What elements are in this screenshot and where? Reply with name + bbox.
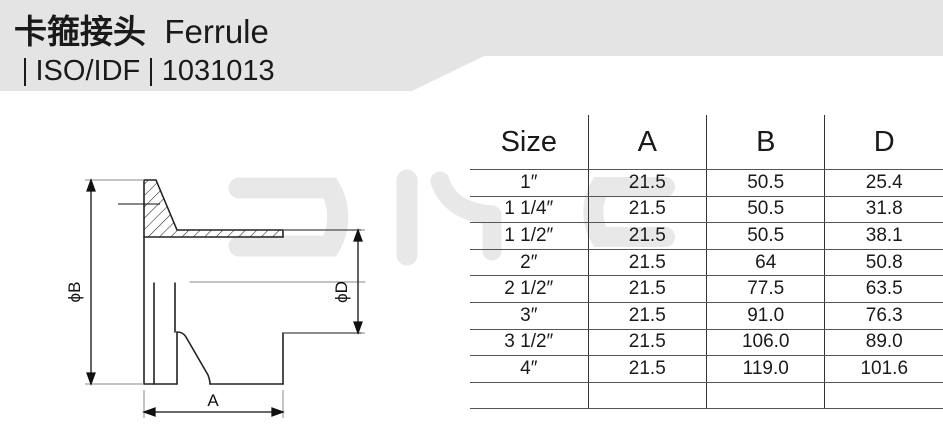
svg-text:A: A	[207, 391, 219, 410]
svg-text:ϕD: ϕD	[332, 281, 351, 303]
svg-text:ϕB: ϕB	[65, 282, 84, 303]
